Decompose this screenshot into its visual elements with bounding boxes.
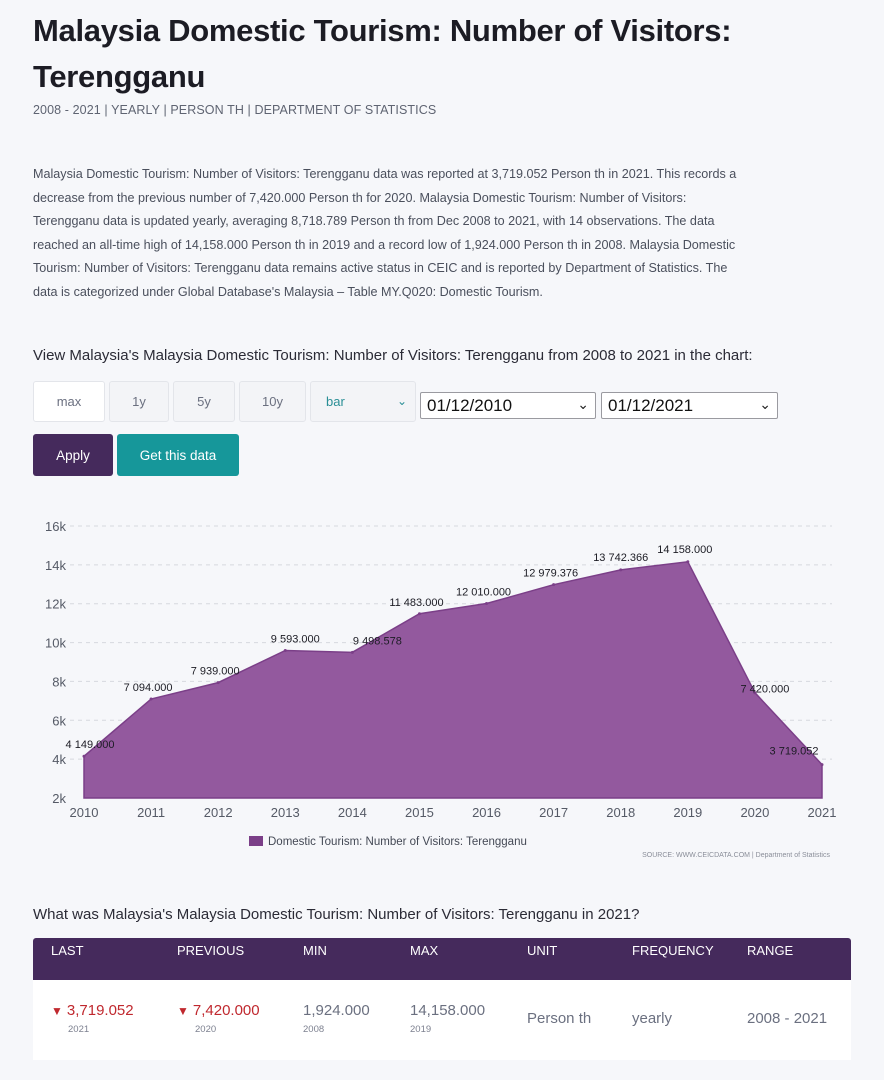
- data-point: [417, 612, 421, 616]
- x-tick-label: 2011: [137, 805, 165, 820]
- down-triangle-icon: ▼: [51, 1004, 63, 1018]
- description-text: Malaysia Domestic Tourism: Number of Vis…: [33, 167, 737, 299]
- y-tick-label: 12k: [45, 597, 66, 612]
- table-question: What was Malaysia's Malaysia Domestic To…: [33, 906, 640, 923]
- range-10y-button[interactable]: 10y: [239, 381, 306, 422]
- data-point: [485, 602, 489, 606]
- end-date-select[interactable]: 01/12/2021 ⌄: [601, 392, 778, 419]
- x-tick-label: 2017: [539, 805, 568, 820]
- data-point: [753, 691, 757, 695]
- previous-year: 2020: [195, 1024, 217, 1035]
- get-data-button[interactable]: Get this data: [117, 434, 239, 476]
- header-frequency: FREQUENCY: [632, 943, 714, 958]
- y-tick-label: 14k: [45, 558, 66, 573]
- range-1y-button[interactable]: 1y: [109, 381, 169, 422]
- end-date-value: 01/12/2021: [608, 395, 694, 415]
- data-label: 3 719.052: [770, 746, 819, 758]
- chevron-down-icon: ⌄: [759, 396, 771, 412]
- page-title: Malaysia Domestic Tourism: Number of Vis…: [33, 13, 732, 94]
- x-tick-label: 2018: [606, 805, 635, 820]
- max-value: 14,158.000: [410, 1002, 486, 1019]
- chart-type-value: bar: [326, 394, 345, 409]
- header-max: MAX: [410, 943, 439, 958]
- unit-value: Person th: [527, 1010, 592, 1027]
- data-point: [149, 697, 153, 701]
- down-triangle-icon: ▼: [177, 1004, 189, 1018]
- data-label: 13 742.366: [593, 552, 648, 564]
- data-point: [552, 583, 556, 587]
- legend-swatch: [249, 836, 263, 846]
- header-min: MIN: [303, 943, 327, 958]
- data-label: 7 939.000: [191, 666, 240, 678]
- data-point: [350, 650, 354, 654]
- header-last: LAST: [51, 943, 84, 958]
- data-label: 7 420.000: [740, 684, 789, 696]
- y-tick-label: 8k: [52, 674, 66, 689]
- data-point: [820, 763, 824, 767]
- data-point: [216, 681, 220, 685]
- x-tick-label: 2012: [204, 805, 233, 820]
- table-header: LAST PREVIOUS MIN MAX UNIT FREQUENCY RAN…: [33, 938, 851, 980]
- chart-source: SOURCE: WWW.CEICDATA.COM | Department of…: [642, 852, 830, 859]
- data-label: 4 149.000: [66, 739, 115, 751]
- data-label: 7 094.000: [124, 682, 173, 694]
- header-range: RANGE: [747, 943, 794, 958]
- min-year: 2008: [303, 1024, 325, 1035]
- series-area: [83, 560, 823, 799]
- y-tick-label: 10k: [45, 636, 66, 651]
- data-label: 14 158.000: [657, 544, 712, 556]
- min-value: 1,924.000: [303, 1002, 370, 1019]
- page-subtitle: 2008 - 2021 | YEARLY | PERSON TH | DEPAR…: [33, 103, 437, 117]
- x-tick-label: 2015: [405, 805, 434, 820]
- chevron-down-icon: ⌄: [396, 394, 407, 408]
- start-date-select[interactable]: 01/12/2010 ⌄: [420, 392, 596, 419]
- last-year: 2021: [68, 1024, 90, 1035]
- x-tick-label: 2010: [70, 805, 99, 820]
- data-point: [619, 568, 623, 572]
- legend-label: Domestic Tourism: Number of Visitors: Te…: [268, 836, 527, 848]
- data-label: 9 593.000: [271, 633, 320, 645]
- table-row: ▼ 3,719.052 2021 ▼ 7,420.000 2020 1,924.00…: [33, 980, 851, 1060]
- data-label: 9 498.578: [353, 635, 402, 647]
- x-tick-label: 2019: [673, 805, 702, 820]
- x-tick-label: 2021: [808, 805, 837, 820]
- x-tick-label: 2013: [271, 805, 300, 820]
- y-tick-label: 16k: [45, 519, 66, 534]
- header-unit: UNIT: [527, 943, 558, 958]
- area-chart: 4 149.000 7 094.000 7 939.000 9 593.000 9 49…: [45, 519, 837, 859]
- chart-heading: View Malaysia's Malaysia Domestic Touris…: [33, 347, 753, 364]
- max-year: 2019: [410, 1024, 432, 1035]
- data-label: 12 979.376: [523, 568, 578, 580]
- header-previous: PREVIOUS: [177, 943, 245, 958]
- last-value: ▼ 3,719.052: [51, 1002, 134, 1019]
- x-tick-label: 2020: [740, 805, 769, 820]
- data-point: [283, 648, 287, 652]
- data-point: [82, 754, 86, 758]
- data-label: 11 483.000: [389, 597, 443, 609]
- x-tick-label: 2014: [338, 805, 367, 820]
- range-5y-button[interactable]: 5y: [173, 381, 235, 422]
- chart-type-select[interactable]: bar ⌄: [310, 381, 416, 422]
- data-label: 12 010.000: [456, 587, 511, 599]
- data-point: [686, 560, 690, 564]
- frequency-value: yearly: [632, 1010, 673, 1027]
- previous-value: ▼ 7,420.000: [177, 1002, 260, 1019]
- start-date-value: 01/12/2010: [427, 395, 513, 415]
- range-value: 2008 - 2021: [747, 1010, 828, 1027]
- range-max-button[interactable]: max: [33, 381, 105, 422]
- chevron-down-icon: ⌄: [577, 396, 589, 412]
- apply-button[interactable]: Apply: [33, 434, 113, 476]
- x-tick-label: 2016: [472, 805, 501, 820]
- y-tick-label: 2k: [52, 791, 66, 806]
- y-tick-label: 6k: [52, 713, 66, 728]
- y-tick-label: 4k: [52, 752, 66, 767]
